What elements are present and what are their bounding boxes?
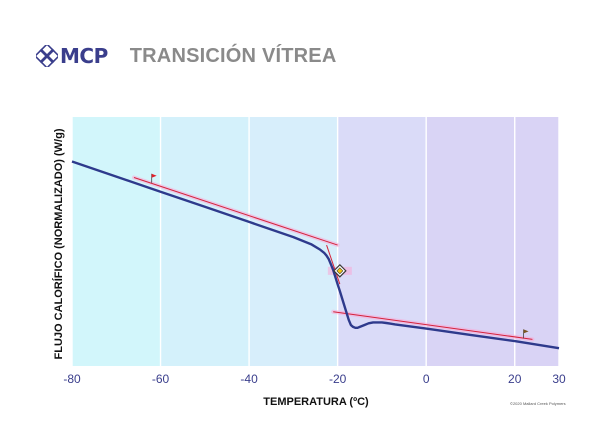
- marker-core: [336, 267, 344, 275]
- x-tick-label: 0: [423, 372, 430, 386]
- flag-icon: [151, 173, 157, 183]
- plot-background: [72, 117, 559, 366]
- flag-banner: [151, 173, 157, 178]
- plot-band: [514, 117, 559, 366]
- y-axis-title: FLUJO CALORÍFICO (NORMALIZADO) (W/g): [52, 128, 65, 359]
- plot-band: [160, 117, 250, 366]
- series-line: [71, 160, 560, 350]
- x-tick-label: 30: [552, 372, 566, 386]
- annotations: [151, 173, 529, 339]
- header: MCP TRANSICIÓN VÍTREA: [36, 38, 337, 74]
- grid-lines: [71, 117, 560, 366]
- x-tick-label: -60: [152, 372, 170, 386]
- page-title: TRANSICIÓN VÍTREA: [129, 44, 337, 67]
- flag-banner: [523, 329, 529, 334]
- logo-text: MCP: [60, 44, 108, 68]
- copyright-text: ©2020 Mallard Creek Polymers: [510, 401, 566, 406]
- tangent-lines: [133, 176, 533, 340]
- mcp-logo-icon: [36, 45, 58, 67]
- x-tick-label: 20: [508, 372, 522, 386]
- x-tick-label: -40: [240, 372, 258, 386]
- plot-band: [337, 117, 427, 366]
- plot-band: [426, 117, 515, 366]
- tangent-line: [333, 311, 533, 340]
- x-axis-ticks: -80 -60 -40 -20 0 20 30: [63, 372, 566, 386]
- x-tick-label: -20: [329, 372, 347, 386]
- plot-band: [72, 117, 161, 366]
- tangent-line: [133, 176, 338, 246]
- x-tick-label: -80: [63, 372, 81, 386]
- flag-icon: [523, 329, 529, 339]
- x-axis-title: TEMPERATURA (ºC): [263, 396, 369, 408]
- series-group: [71, 160, 560, 350]
- midpoint-marker: [333, 263, 347, 278]
- tangent-line: [326, 244, 341, 285]
